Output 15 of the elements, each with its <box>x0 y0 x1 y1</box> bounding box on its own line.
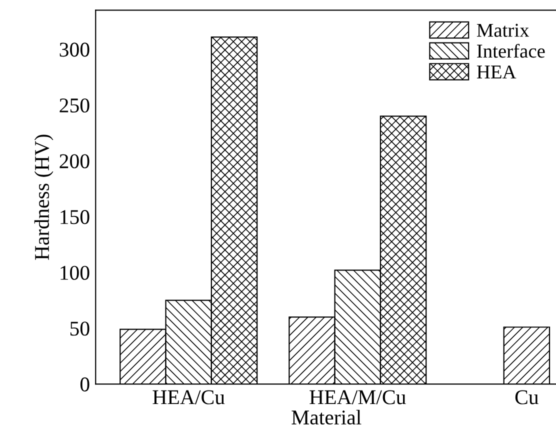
y-tick-label: 200 <box>60 154 90 168</box>
x-axis-title: Material <box>292 410 362 425</box>
y-tick-label: 100 <box>60 266 90 280</box>
y-tick-label: 150 <box>60 210 90 224</box>
x-tick-label: HEA/Cu <box>152 390 225 404</box>
x-tick-label: Cu <box>515 390 538 404</box>
y-tick-label: 0 <box>80 377 90 392</box>
legend-label: HEA <box>476 66 516 78</box>
y-tick-label: 250 <box>60 98 90 113</box>
x-tick-label: HEA/M/Cu <box>310 390 406 404</box>
legend-label: Matrix <box>476 24 530 37</box>
y-axis-title: Hardness (HV) <box>34 134 54 260</box>
y-tick-label: 300 <box>60 42 90 57</box>
y-tick-label: 50 <box>70 322 90 336</box>
legend-label: Interface <box>477 44 545 58</box>
